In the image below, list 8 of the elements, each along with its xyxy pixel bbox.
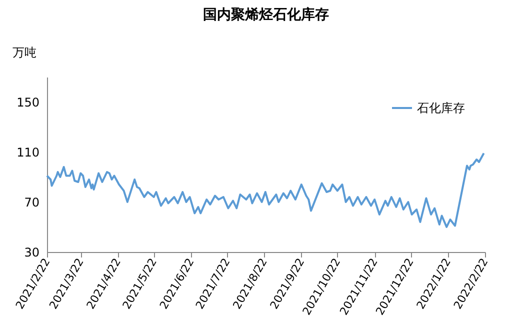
line-series <box>46 152 485 228</box>
chart-title: 国内聚烯烃石化库存 <box>203 6 329 23</box>
y-tick-label: 70 <box>24 196 40 210</box>
y-tick-label: 30 <box>24 246 40 260</box>
y-axis-title: 万吨 <box>12 46 36 60</box>
y-tick-label: 150 <box>16 96 40 110</box>
legend-label: 石化库存 <box>417 101 465 115</box>
y-tick-label: 110 <box>16 146 40 160</box>
